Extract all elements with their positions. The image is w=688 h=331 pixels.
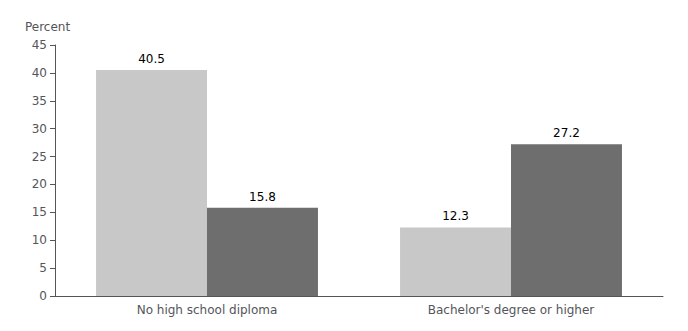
svg-text:No high school diploma: No high school diploma (137, 303, 278, 317)
svg-text:45: 45 (32, 38, 47, 52)
svg-text:40: 40 (32, 66, 47, 80)
svg-text:5: 5 (39, 261, 47, 275)
svg-text:25: 25 (32, 150, 47, 164)
svg-text:30: 30 (32, 122, 47, 136)
svg-text:0: 0 (39, 289, 47, 303)
svg-text:10: 10 (32, 233, 47, 247)
svg-text:15.8: 15.8 (249, 190, 276, 204)
svg-text:27.2: 27.2 (553, 126, 580, 140)
svg-text:20: 20 (32, 177, 47, 191)
svg-text:Bachelor's degree or higher: Bachelor's degree or higher (428, 303, 595, 317)
svg-text:35: 35 (32, 94, 47, 108)
svg-text:12.3: 12.3 (442, 209, 469, 223)
svg-text:40.5: 40.5 (138, 52, 165, 66)
svg-text:15: 15 (32, 205, 47, 219)
svg-text:Percent: Percent (25, 20, 70, 34)
